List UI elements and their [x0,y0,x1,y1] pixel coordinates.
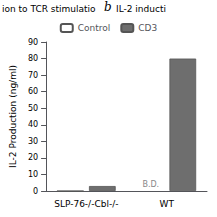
svg-text:0: 0 [33,187,38,196]
svg-text:IL-2 Production (ng/ml): IL-2 Production (ng/ml) [8,65,18,168]
svg-text:90: 90 [28,38,38,47]
svg-text:IL-2 inducti: IL-2 inducti [116,4,166,14]
svg-text:10: 10 [28,170,38,179]
svg-text:40: 40 [28,120,38,129]
svg-text:ion to TCR stimulatio: ion to TCR stimulatio [2,4,96,14]
svg-text:B.D.: B.D. [142,180,159,189]
svg-text:WT: WT [160,199,175,209]
svg-text:70: 70 [28,71,38,80]
svg-text:Control: Control [78,23,111,33]
svg-text:30: 30 [28,137,38,146]
svg-text:50: 50 [28,104,38,113]
svg-text:b: b [104,0,112,14]
svg-text:60: 60 [28,87,38,96]
svg-text:20: 20 [28,153,38,162]
svg-text:CD3: CD3 [138,23,157,33]
svg-text:80: 80 [28,54,38,63]
svg-text:SLP-76-/-Cbl-/-: SLP-76-/-Cbl-/- [54,199,118,209]
